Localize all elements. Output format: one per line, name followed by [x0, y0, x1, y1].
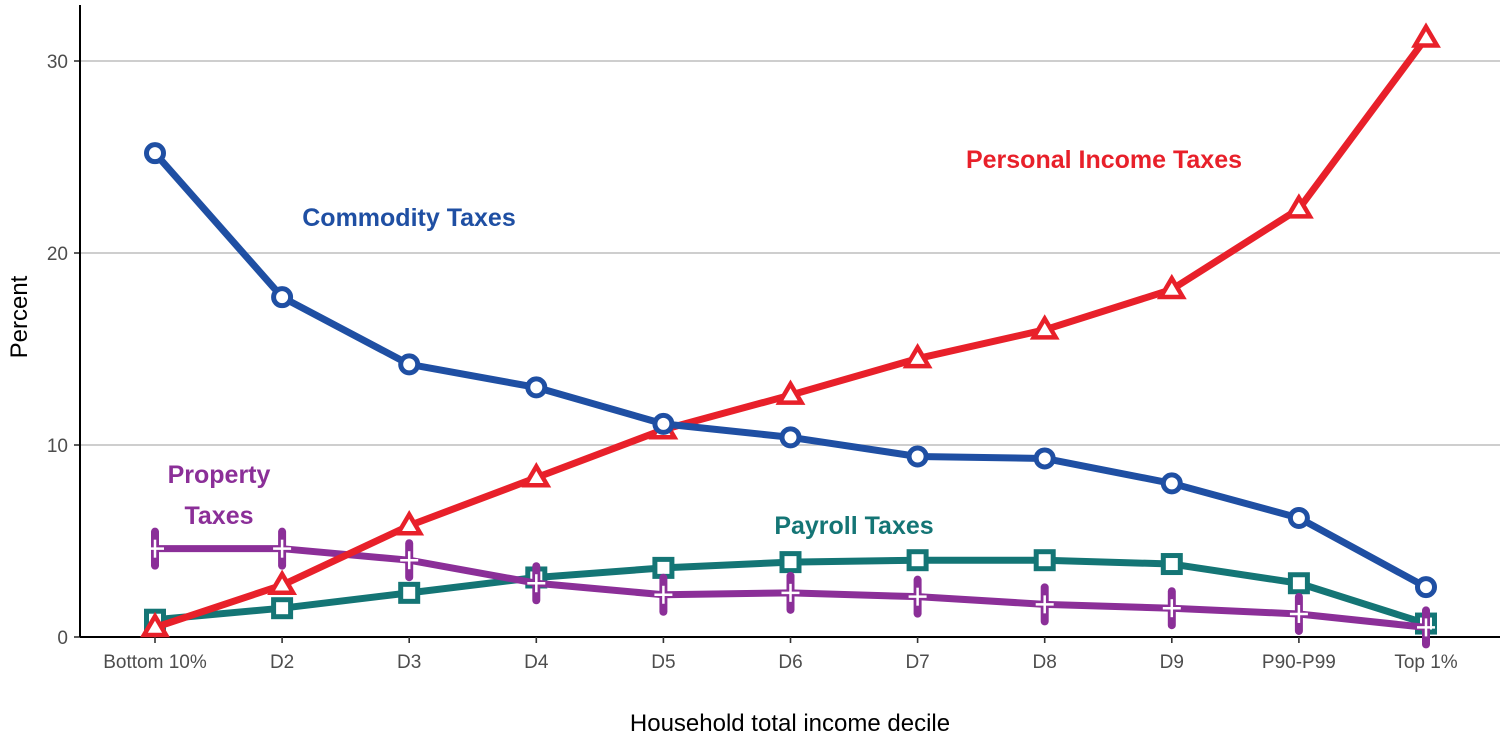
data-point: [906, 445, 929, 468]
data-point: [271, 286, 294, 309]
data-point: [144, 142, 166, 165]
data-point: [271, 597, 294, 620]
data-point: [140, 611, 170, 638]
series-label-payroll-taxes: Payroll Taxes: [774, 512, 933, 540]
series-payroll-taxes: [144, 549, 1437, 635]
data-point: [1160, 553, 1183, 576]
data-point: [1287, 506, 1310, 529]
x-tick-label: D8: [1033, 652, 1057, 673]
data-point: [1156, 273, 1187, 300]
data-point: [1029, 314, 1060, 340]
y-tick-label: 0: [57, 628, 68, 649]
x-tick-label: D6: [778, 652, 802, 673]
series-property-taxes: [146, 527, 1435, 649]
series-commodity-taxes: [144, 142, 1437, 599]
data-point: [906, 549, 929, 572]
data-point: [521, 462, 552, 488]
series-group: [140, 22, 1441, 649]
y-tick-label: 10: [47, 436, 68, 457]
data-point: [1033, 549, 1056, 572]
x-tick-label: D5: [651, 652, 675, 673]
data-point: [779, 551, 802, 574]
x-tick-label: P90-P99: [1262, 652, 1336, 673]
series-label-commodity-taxes: Commodity Taxes: [302, 204, 515, 232]
x-tick-label: D2: [270, 652, 294, 673]
series-label-line: Payroll Taxes: [774, 512, 933, 540]
y-tick-label: 20: [47, 244, 68, 265]
data-point: [398, 353, 421, 376]
data-point: [775, 379, 806, 405]
series-labels: Commodity Taxes Personal Income Taxes Payr…: [168, 146, 1242, 540]
data-point: [652, 412, 675, 435]
data-point: [1160, 472, 1183, 495]
x-tick-label: D9: [1160, 652, 1184, 673]
series-label-property-taxes: Property Taxes: [168, 461, 271, 530]
axes: 0 10 20 30 Bottom 10% D2 D3 D4 D5 D6 D7 D8 D9 P90-P99…: [47, 5, 1500, 673]
data-point: [779, 426, 802, 449]
data-point: [1283, 193, 1314, 219]
x-tick-label: Top 1%: [1394, 652, 1457, 673]
series-label-line: Commodity Taxes: [302, 204, 515, 232]
data-point: [398, 581, 421, 604]
data-point: [902, 342, 933, 369]
x-tick-label: D3: [397, 652, 421, 673]
series-label-personal-income-taxes: Personal Income Taxes: [966, 146, 1242, 174]
x-axis-title: Household total income decile: [630, 710, 950, 737]
data-point: [1411, 22, 1441, 48]
series-personal-income-taxes: [140, 22, 1441, 638]
series-label-line: Taxes: [184, 502, 253, 530]
x-tick-label: D4: [524, 652, 549, 673]
y-axis-title: Percent: [6, 275, 33, 358]
data-point: [525, 376, 548, 399]
data-point: [267, 569, 298, 595]
y-tick-label: 30: [47, 52, 68, 73]
x-tick-label: Bottom 10%: [103, 652, 207, 673]
x-tick-label: D7: [905, 652, 929, 673]
data-point: [1415, 576, 1437, 599]
data-point: [1033, 447, 1056, 470]
series-label-line: Personal Income Taxes: [966, 146, 1242, 174]
data-point: [394, 510, 425, 536]
data-point: [1287, 572, 1310, 595]
series-label-line: Property: [168, 461, 271, 489]
